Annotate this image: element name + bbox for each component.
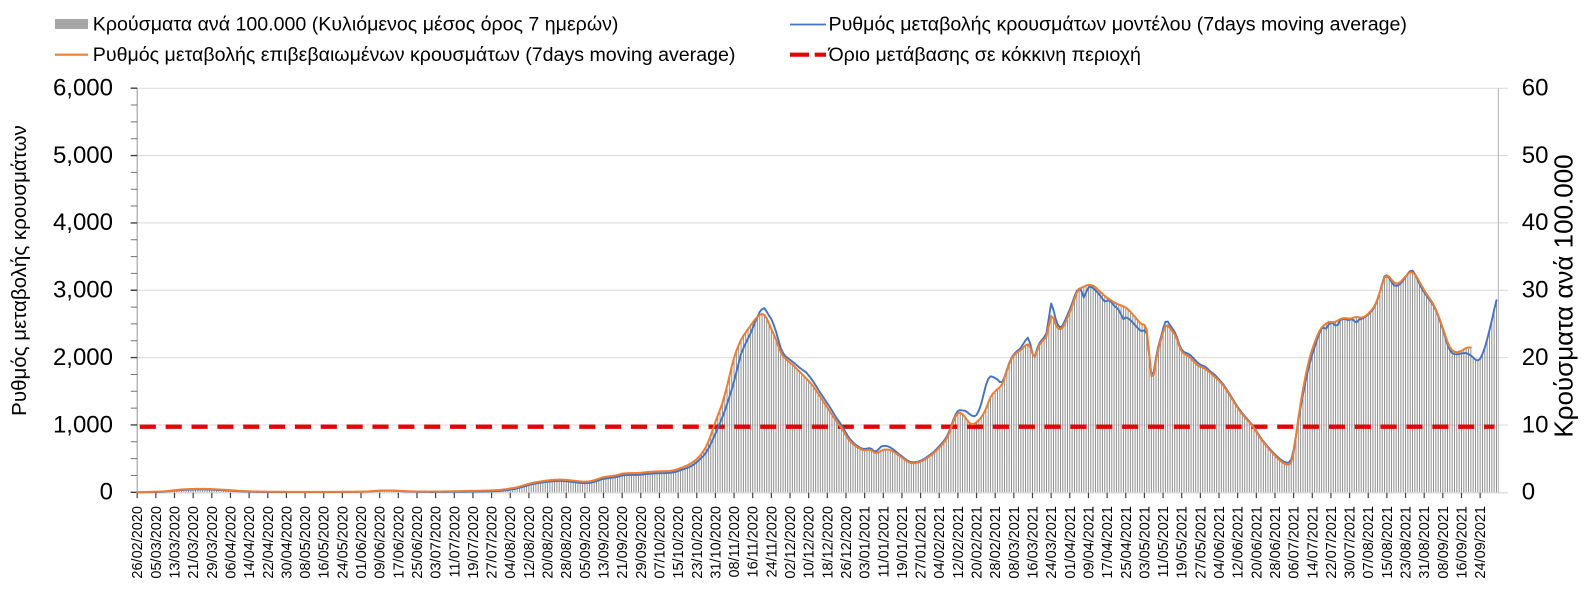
svg-text:08/11/2020: 08/11/2020 <box>727 506 743 578</box>
svg-text:11/05/2021: 11/05/2021 <box>1156 506 1172 578</box>
svg-text:Κρούσματα ανά 100.000 (Κυλιόμε: Κρούσματα ανά 100.000 (Κυλιόμενος μέσος … <box>93 14 619 36</box>
svg-text:0: 0 <box>1522 479 1535 506</box>
svg-text:13/03/2020: 13/03/2020 <box>168 506 184 579</box>
svg-text:19/01/2021: 19/01/2021 <box>895 506 911 579</box>
svg-text:21/03/2020: 21/03/2020 <box>186 506 202 579</box>
svg-text:28/06/2021: 28/06/2021 <box>1268 506 1284 579</box>
svg-text:22/04/2020: 22/04/2020 <box>261 506 277 579</box>
svg-text:04/02/2021: 04/02/2021 <box>932 506 948 579</box>
svg-text:16/09/2021: 16/09/2021 <box>1454 506 1470 579</box>
svg-text:13/09/2020: 13/09/2020 <box>597 506 613 579</box>
svg-text:12/02/2021: 12/02/2021 <box>951 506 967 579</box>
svg-text:03/01/2021: 03/01/2021 <box>858 506 874 579</box>
svg-text:05/09/2020: 05/09/2020 <box>578 506 594 579</box>
svg-text:24/03/2021: 24/03/2021 <box>1044 506 1060 579</box>
svg-text:09/06/2020: 09/06/2020 <box>373 506 389 579</box>
svg-text:25/06/2020: 25/06/2020 <box>410 506 426 579</box>
svg-text:17/06/2020: 17/06/2020 <box>391 506 407 579</box>
svg-text:3,000: 3,000 <box>53 277 113 304</box>
svg-text:20/06/2021: 20/06/2021 <box>1249 506 1265 579</box>
svg-text:31/08/2021: 31/08/2021 <box>1417 506 1433 579</box>
svg-text:21/09/2020: 21/09/2020 <box>615 506 631 579</box>
svg-text:05/03/2020: 05/03/2020 <box>149 506 165 579</box>
svg-text:6,000: 6,000 <box>53 75 113 102</box>
svg-text:50: 50 <box>1522 142 1549 169</box>
svg-text:16/05/2020: 16/05/2020 <box>317 506 333 579</box>
svg-text:08/03/2021: 08/03/2021 <box>1007 506 1023 579</box>
svg-text:Ρυθμός μεταβολής επιβεβαιωμένω: Ρυθμός μεταβολής επιβεβαιωμένων κρουσμάτ… <box>93 44 736 66</box>
svg-text:08/05/2020: 08/05/2020 <box>298 506 314 579</box>
svg-text:07/08/2021: 07/08/2021 <box>1361 506 1377 579</box>
svg-text:23/10/2020: 23/10/2020 <box>690 506 706 579</box>
svg-text:14/04/2020: 14/04/2020 <box>242 506 258 579</box>
svg-text:11/01/2021: 11/01/2021 <box>876 506 892 578</box>
svg-text:20: 20 <box>1522 344 1549 371</box>
svg-text:17/04/2021: 17/04/2021 <box>1100 506 1116 579</box>
svg-text:27/01/2021: 27/01/2021 <box>914 506 930 579</box>
svg-text:Ρυθμός μεταβολής κρουσμάτων μο: Ρυθμός μεταβολής κρουσμάτων μοντέλου (7d… <box>829 14 1407 36</box>
svg-text:19/05/2021: 19/05/2021 <box>1175 506 1191 579</box>
svg-text:Όριο μετάβασης σε κόκκινη περι: Όριο μετάβασης σε κόκκινη περιοχή <box>828 44 1141 66</box>
svg-text:25/04/2021: 25/04/2021 <box>1119 506 1135 579</box>
svg-text:09/04/2021: 09/04/2021 <box>1081 506 1097 579</box>
svg-text:06/07/2021: 06/07/2021 <box>1287 506 1303 579</box>
svg-text:06/04/2020: 06/04/2020 <box>223 506 239 579</box>
svg-text:30/04/2020: 30/04/2020 <box>279 506 295 579</box>
svg-text:12/08/2020: 12/08/2020 <box>522 506 538 579</box>
svg-text:24/05/2020: 24/05/2020 <box>335 506 351 579</box>
svg-text:16/03/2021: 16/03/2021 <box>1026 506 1042 579</box>
svg-text:19/07/2020: 19/07/2020 <box>466 506 482 579</box>
svg-text:26/12/2020: 26/12/2020 <box>839 506 855 579</box>
svg-text:28/08/2020: 28/08/2020 <box>559 506 575 579</box>
svg-text:15/10/2020: 15/10/2020 <box>671 506 687 579</box>
svg-text:5,000: 5,000 <box>53 142 113 169</box>
svg-text:29/03/2020: 29/03/2020 <box>205 506 221 579</box>
svg-text:16/11/2020: 16/11/2020 <box>746 506 762 578</box>
svg-text:02/12/2020: 02/12/2020 <box>783 506 799 579</box>
svg-text:24/11/2020: 24/11/2020 <box>764 506 780 578</box>
svg-text:08/09/2021: 08/09/2021 <box>1436 506 1452 579</box>
svg-text:26/02/2020: 26/02/2020 <box>130 506 146 579</box>
svg-text:60: 60 <box>1522 75 1549 102</box>
svg-text:27/05/2021: 27/05/2021 <box>1193 506 1209 579</box>
svg-text:0: 0 <box>100 479 113 506</box>
svg-text:24/09/2021: 24/09/2021 <box>1473 506 1489 579</box>
svg-text:10/12/2020: 10/12/2020 <box>802 506 818 579</box>
svg-text:01/06/2020: 01/06/2020 <box>354 506 370 579</box>
svg-text:Κρούσματα ανά 100.000: Κρούσματα ανά 100.000 <box>1549 154 1579 437</box>
svg-text:29/09/2020: 29/09/2020 <box>634 506 650 579</box>
svg-text:Ρυθμός μεταβολής κρουσμάτων: Ρυθμός μεταβολής κρουσμάτων <box>8 125 31 416</box>
svg-text:18/12/2020: 18/12/2020 <box>820 506 836 579</box>
svg-text:04/08/2020: 04/08/2020 <box>503 506 519 579</box>
svg-text:12/06/2021: 12/06/2021 <box>1231 506 1247 579</box>
svg-text:22/07/2021: 22/07/2021 <box>1324 506 1340 579</box>
svg-text:10: 10 <box>1522 411 1549 438</box>
svg-text:1,000: 1,000 <box>53 411 113 438</box>
svg-text:03/07/2020: 03/07/2020 <box>429 506 445 579</box>
svg-text:28/02/2021: 28/02/2021 <box>988 506 1004 579</box>
svg-text:20/02/2021: 20/02/2021 <box>970 506 986 579</box>
svg-text:04/06/2021: 04/06/2021 <box>1212 506 1228 579</box>
svg-text:30: 30 <box>1522 277 1549 304</box>
svg-text:01/04/2021: 01/04/2021 <box>1063 506 1079 579</box>
svg-text:15/08/2021: 15/08/2021 <box>1380 506 1396 579</box>
svg-text:23/08/2021: 23/08/2021 <box>1399 506 1415 579</box>
svg-text:30/07/2021: 30/07/2021 <box>1343 506 1359 579</box>
svg-text:03/05/2021: 03/05/2021 <box>1137 506 1153 579</box>
svg-text:40: 40 <box>1522 209 1549 236</box>
svg-text:4,000: 4,000 <box>53 209 113 236</box>
svg-text:20/08/2020: 20/08/2020 <box>541 506 557 579</box>
svg-text:27/07/2020: 27/07/2020 <box>485 506 501 579</box>
svg-text:11/07/2020: 11/07/2020 <box>447 506 463 577</box>
svg-text:07/10/2020: 07/10/2020 <box>652 506 668 579</box>
svg-text:31/10/2020: 31/10/2020 <box>708 506 724 579</box>
svg-text:2,000: 2,000 <box>53 344 113 371</box>
svg-text:14/07/2021: 14/07/2021 <box>1305 506 1321 579</box>
